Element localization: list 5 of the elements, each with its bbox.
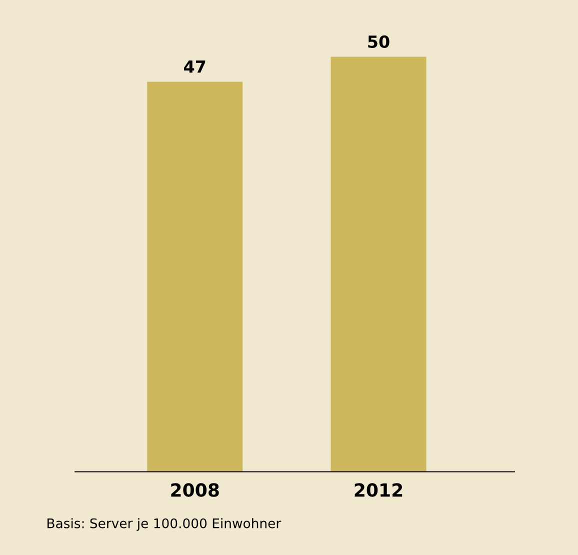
x-tick-label: 2012 [354, 483, 402, 497]
data-label: 47 [184, 60, 206, 73]
text: Basis: Server je 100.000 Einwohner [48, 518, 282, 531]
data-label: 50 [368, 35, 390, 48]
x-tick-label: 2008 [171, 483, 219, 497]
